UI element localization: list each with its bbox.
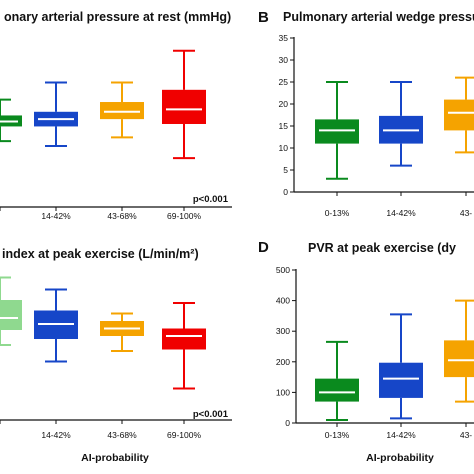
- box-43-68%: [100, 81, 144, 139]
- panel-c-plot: 14-42% 43-68% 69-100%: [0, 276, 232, 440]
- x-tick-label: 0-13%: [325, 430, 350, 440]
- x-tick-label: 14-42%: [41, 211, 71, 221]
- panel-b-plot: 0 5 10 15 20 25 30 35 0-13% 14-42% 43-: [279, 33, 474, 218]
- y-tick-label: 5: [283, 165, 288, 175]
- panel-d-xlabel: AI-probability: [366, 452, 434, 464]
- panel-a-plot: 14-42% 43-68% 69-100%: [0, 49, 232, 221]
- x-tick-label: 69-100%: [167, 430, 201, 440]
- box-14-42%: [34, 81, 78, 147]
- box-0-13%: [315, 81, 359, 180]
- y-tick-label: 0: [285, 418, 290, 428]
- x-tick-label: 43-68%: [107, 211, 137, 221]
- x-tick-label: 69-100%: [167, 211, 201, 221]
- panel-b-title: Pulmonary arterial wedge pressu: [283, 10, 474, 24]
- y-tick-label: 10: [279, 143, 289, 153]
- box-43-68%: [444, 299, 474, 403]
- y-tick-label: 15: [279, 121, 289, 131]
- iqr-box: [444, 99, 474, 131]
- iqr-box: [162, 89, 206, 124]
- y-tick-label: 300: [276, 326, 290, 336]
- x-tick-label: 43-: [460, 430, 472, 440]
- y-tick-label: 500: [276, 265, 290, 275]
- box-0-13%: [0, 276, 22, 346]
- panel-c-pvalue: p<0.001: [193, 409, 229, 420]
- panel-a-pvalue: p<0.001: [193, 194, 229, 205]
- iqr-box: [444, 340, 474, 378]
- x-tick-label: 0-13%: [325, 208, 350, 218]
- box-0-13%: [315, 340, 359, 421]
- box-14-42%: [379, 81, 423, 167]
- x-tick-label: 14-42%: [41, 430, 71, 440]
- iqr-box: [379, 362, 423, 398]
- box-14-42%: [379, 313, 423, 420]
- panel-c: index at peak exercise (L/min/m²) p<0.00…: [0, 247, 232, 464]
- panel-b-letter: B: [258, 9, 269, 26]
- panel-c-xlabel: AI-probability: [81, 452, 149, 464]
- panel-b: B Pulmonary arterial wedge pressu 0 5 10 15…: [258, 9, 474, 218]
- y-tick-label: 100: [276, 387, 290, 397]
- iqr-box: [100, 102, 144, 120]
- iqr-box: [315, 378, 359, 402]
- panel-a: onary arterial pressure at rest (mmHg) p…: [0, 10, 232, 221]
- iqr-box: [0, 300, 22, 330]
- y-tick-label: 200: [276, 357, 290, 367]
- panel-d-letter: D: [258, 239, 269, 256]
- x-tick-label: 43-68%: [107, 430, 137, 440]
- box-43-68%: [100, 312, 144, 352]
- box-14-42%: [34, 288, 78, 363]
- y-tick-label: 35: [279, 33, 289, 43]
- box-69-100%: [162, 302, 206, 390]
- box-0-13%: [0, 98, 22, 143]
- panel-a-title: onary arterial pressure at rest (mmHg): [4, 10, 231, 24]
- y-tick-label: 30: [279, 55, 289, 65]
- panel-c-title: index at peak exercise (L/min/m²): [2, 247, 199, 261]
- panel-d-title: PVR at peak exercise (dy: [308, 241, 456, 255]
- box-43-68%: [444, 76, 474, 154]
- y-tick-label: 400: [276, 296, 290, 306]
- iqr-box: [162, 328, 206, 350]
- iqr-box: [315, 119, 359, 144]
- y-tick-label: 25: [279, 77, 289, 87]
- panel-d: D PVR at peak exercise (dy AI-probabilit…: [258, 239, 474, 464]
- box-69-100%: [162, 49, 206, 160]
- y-tick-label: 20: [279, 99, 289, 109]
- x-tick-label: 14-42%: [386, 208, 416, 218]
- y-tick-label: 0: [283, 187, 288, 197]
- panel-d-plot: 0 100 200 300 400 500 0-13% 14-42% 43-: [276, 265, 474, 440]
- x-tick-label: 14-42%: [386, 430, 416, 440]
- x-tick-label: 43-: [460, 208, 472, 218]
